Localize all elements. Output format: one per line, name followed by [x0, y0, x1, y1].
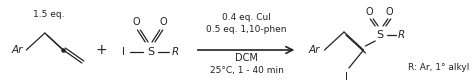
Text: Ar: Ar — [309, 45, 320, 55]
Text: R: Ar, 1° alkyl: R: Ar, 1° alkyl — [408, 64, 469, 72]
Text: S: S — [147, 47, 155, 57]
Text: I: I — [122, 47, 125, 57]
Text: O: O — [365, 7, 373, 17]
Text: I: I — [346, 72, 348, 82]
Text: 1.5 eq.: 1.5 eq. — [33, 10, 64, 19]
Text: R: R — [172, 47, 179, 57]
Text: O: O — [386, 7, 393, 17]
Text: O: O — [133, 17, 140, 27]
Text: +: + — [96, 43, 107, 57]
Text: S: S — [376, 30, 383, 40]
Text: 0.5 eq. 1,10-phen: 0.5 eq. 1,10-phen — [206, 25, 287, 34]
Text: 0.4 eq. CuI: 0.4 eq. CuI — [222, 14, 271, 23]
Text: R: R — [398, 30, 405, 40]
Text: Ar: Ar — [12, 45, 23, 55]
Text: DCM: DCM — [235, 53, 258, 63]
Text: 25°C, 1 - 40 min: 25°C, 1 - 40 min — [210, 66, 283, 75]
Text: O: O — [160, 17, 167, 27]
